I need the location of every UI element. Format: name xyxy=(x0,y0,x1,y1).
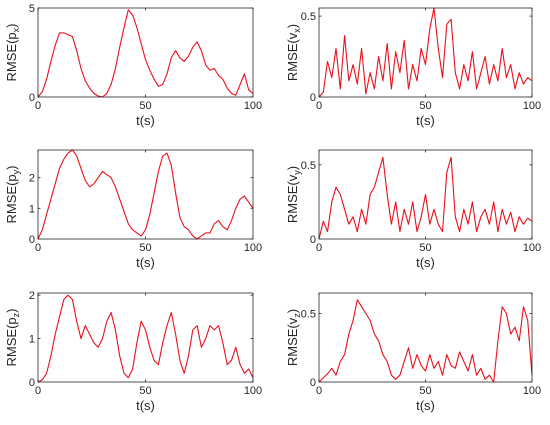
y-label-close: ) xyxy=(285,309,300,313)
x-tick-label: 100 xyxy=(244,242,262,254)
chart-panel-6: 0 50 100 0 0.5 t(s) RMSE(vz) xyxy=(285,292,541,413)
x-tick-label: 0 xyxy=(35,242,41,254)
x-tick-label: 100 xyxy=(523,100,541,112)
y-tick-label: 0 xyxy=(29,234,35,246)
x-tick-label: 100 xyxy=(523,385,541,397)
y-label-base: RMSE(v xyxy=(285,174,300,223)
x-tick-label: 50 xyxy=(419,242,431,254)
y-axis-label: RMSE(vx) xyxy=(285,24,302,81)
x-tick-label: 0 xyxy=(316,100,322,112)
chart-panel-2: 0 50 100 0 0.5 t(s) RMSE(vx) xyxy=(285,7,541,128)
series-line-1 xyxy=(318,299,533,383)
y-label-base: RMSE(p xyxy=(4,317,19,366)
x-axis-label: t(s) xyxy=(416,113,435,128)
x-axis-label: t(s) xyxy=(136,398,155,413)
y-label-close: ) xyxy=(4,166,19,170)
y-label-subscript: z xyxy=(292,313,302,318)
x-tick-label: 50 xyxy=(139,100,151,112)
axes-frame xyxy=(37,149,254,240)
x-tick-label: 100 xyxy=(244,100,262,112)
x-tick-label: 50 xyxy=(419,100,431,112)
x-tick-label: 0 xyxy=(316,242,322,254)
x-tick-label: 50 xyxy=(139,242,151,254)
x-tick-label: 0 xyxy=(35,385,41,397)
axes-frame xyxy=(318,7,533,98)
y-label-base: RMSE(p xyxy=(4,174,19,223)
x-tick-label: 50 xyxy=(139,385,151,397)
y-tick-label: 1 xyxy=(29,334,35,346)
y-tick-label: 5 xyxy=(29,3,35,15)
x-tick-label: 100 xyxy=(523,242,541,254)
y-tick-label: 2 xyxy=(29,173,35,185)
x-tick-label: 100 xyxy=(244,385,262,397)
series-line-1 xyxy=(37,294,254,383)
y-label-subscript: y xyxy=(292,170,302,175)
chart-panel-1: 0 50 100 0 5 t(s) RMSE(px) xyxy=(4,3,262,128)
series-line-1 xyxy=(37,149,254,240)
y-tick-label: 0 xyxy=(29,377,35,389)
series-line-1 xyxy=(37,9,254,98)
y-label-subscript: x xyxy=(11,27,21,32)
axes-frame xyxy=(37,7,254,98)
y-label-base: RMSE(v xyxy=(285,317,300,366)
y-label-close: ) xyxy=(285,24,300,28)
x-tick-label: 50 xyxy=(419,385,431,397)
y-tick-label: 0.5 xyxy=(301,160,316,172)
y-label-close: ) xyxy=(4,24,19,28)
y-label-subscript: x xyxy=(292,28,302,33)
y-tick-label: 1 xyxy=(29,203,35,215)
y-axis-label: RMSE(vz) xyxy=(285,309,302,366)
y-label-base: RMSE(v xyxy=(285,32,300,81)
y-tick-label: 0 xyxy=(29,92,35,104)
y-tick-label: 0.5 xyxy=(301,309,316,321)
axes-frame xyxy=(318,149,533,240)
chart-panel-5: 0 50 100 0 1 2 t(s) RMSE(pz) xyxy=(4,290,262,413)
chart-panel-3: 0 50 100 0 1 2 t(s) RMSE(py) xyxy=(4,149,262,270)
y-axis-label: RMSE(px) xyxy=(4,24,21,82)
y-label-close: ) xyxy=(4,309,19,313)
y-label-base: RMSE(p xyxy=(4,32,19,81)
y-tick-label: 2 xyxy=(29,290,35,302)
x-axis-label: t(s) xyxy=(136,113,155,128)
axes-frame xyxy=(318,292,533,383)
x-axis-label: t(s) xyxy=(416,398,435,413)
series-line-1 xyxy=(318,7,533,98)
x-tick-label: 0 xyxy=(35,100,41,112)
chart-panel-4: 0 50 100 0 0.5 t(s) RMSE(vy) xyxy=(285,149,541,270)
y-label-subscript: y xyxy=(11,169,21,174)
y-label-close: ) xyxy=(285,166,300,170)
y-label-subscript: z xyxy=(11,312,21,317)
y-axis-label: RMSE(py) xyxy=(4,166,21,224)
y-tick-label: 0 xyxy=(310,377,316,389)
y-tick-label: 0 xyxy=(310,92,316,104)
y-tick-label: 0 xyxy=(310,234,316,246)
series-line-1 xyxy=(318,156,533,240)
x-axis-label: t(s) xyxy=(136,255,155,270)
y-axis-label: RMSE(pz) xyxy=(4,309,21,367)
x-tick-label: 0 xyxy=(316,385,322,397)
axes-frame xyxy=(37,292,254,383)
y-tick-label: 0.5 xyxy=(301,11,316,23)
x-axis-label: t(s) xyxy=(416,255,435,270)
y-axis-label: RMSE(vy) xyxy=(285,166,302,223)
